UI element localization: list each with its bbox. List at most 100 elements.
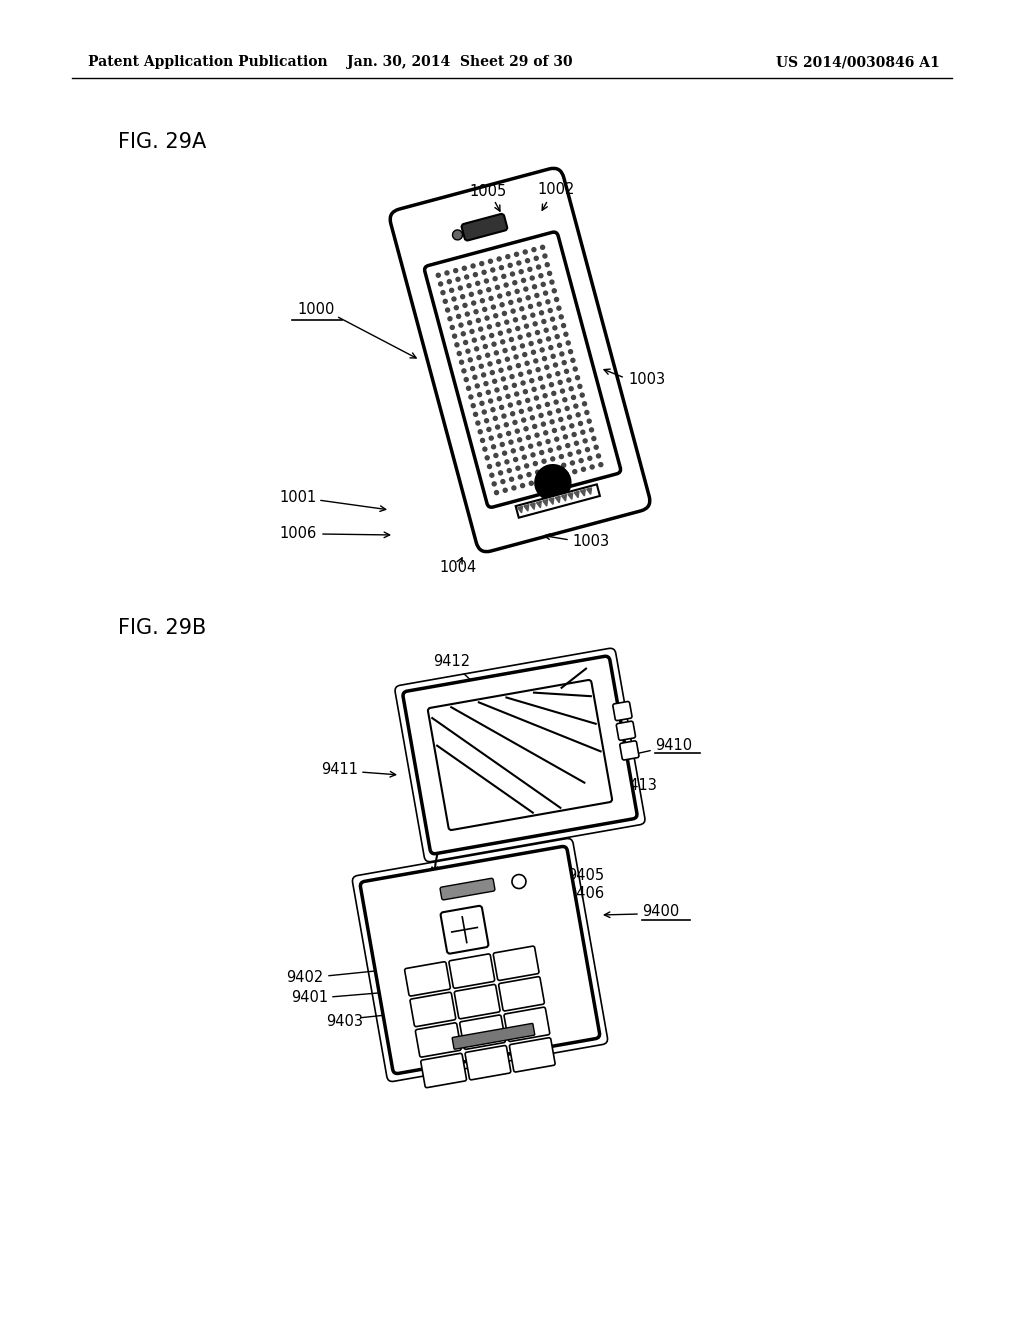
Polygon shape bbox=[574, 491, 579, 498]
Circle shape bbox=[554, 400, 558, 404]
Circle shape bbox=[546, 300, 550, 304]
Circle shape bbox=[498, 434, 502, 438]
Polygon shape bbox=[561, 495, 566, 502]
Circle shape bbox=[539, 376, 543, 380]
Circle shape bbox=[531, 453, 535, 457]
Circle shape bbox=[494, 277, 497, 281]
Polygon shape bbox=[587, 488, 592, 494]
Circle shape bbox=[579, 421, 583, 425]
Circle shape bbox=[475, 384, 479, 388]
Text: US 2014/0030846 A1: US 2014/0030846 A1 bbox=[776, 55, 940, 69]
Circle shape bbox=[476, 281, 479, 285]
Circle shape bbox=[483, 447, 486, 451]
Circle shape bbox=[586, 447, 590, 451]
Circle shape bbox=[497, 462, 500, 466]
Circle shape bbox=[517, 401, 521, 405]
Circle shape bbox=[555, 437, 559, 441]
Circle shape bbox=[527, 370, 531, 374]
Circle shape bbox=[520, 446, 524, 450]
Circle shape bbox=[464, 378, 468, 381]
Circle shape bbox=[507, 469, 511, 473]
Circle shape bbox=[447, 317, 452, 321]
Text: FIG. 29B: FIG. 29B bbox=[118, 618, 206, 638]
Circle shape bbox=[495, 351, 499, 355]
Circle shape bbox=[500, 405, 504, 409]
Circle shape bbox=[564, 473, 568, 477]
Circle shape bbox=[559, 417, 563, 421]
Circle shape bbox=[544, 292, 548, 296]
Polygon shape bbox=[537, 502, 542, 508]
Circle shape bbox=[457, 314, 461, 318]
Circle shape bbox=[481, 374, 485, 378]
Circle shape bbox=[560, 352, 564, 356]
Circle shape bbox=[577, 450, 581, 454]
Circle shape bbox=[479, 364, 483, 368]
Circle shape bbox=[510, 478, 514, 482]
Circle shape bbox=[508, 403, 512, 407]
Circle shape bbox=[458, 351, 461, 355]
Circle shape bbox=[521, 381, 525, 385]
Circle shape bbox=[532, 387, 537, 391]
Circle shape bbox=[511, 309, 515, 313]
Circle shape bbox=[475, 347, 478, 351]
Circle shape bbox=[507, 432, 511, 436]
Circle shape bbox=[535, 396, 539, 400]
Circle shape bbox=[545, 467, 548, 473]
Circle shape bbox=[543, 356, 547, 360]
Circle shape bbox=[597, 454, 600, 458]
Circle shape bbox=[485, 354, 489, 358]
Circle shape bbox=[461, 294, 465, 298]
Circle shape bbox=[590, 465, 594, 469]
Circle shape bbox=[487, 465, 492, 469]
Circle shape bbox=[548, 272, 552, 276]
Circle shape bbox=[498, 294, 502, 298]
Circle shape bbox=[513, 281, 517, 285]
Circle shape bbox=[559, 315, 563, 319]
Circle shape bbox=[493, 482, 497, 486]
Circle shape bbox=[506, 255, 510, 259]
Circle shape bbox=[554, 363, 557, 367]
Circle shape bbox=[529, 342, 534, 346]
Circle shape bbox=[486, 428, 490, 432]
Circle shape bbox=[511, 272, 514, 276]
Circle shape bbox=[521, 279, 525, 282]
FancyBboxPatch shape bbox=[390, 169, 650, 552]
Circle shape bbox=[585, 411, 589, 414]
Circle shape bbox=[581, 430, 585, 434]
Circle shape bbox=[515, 429, 519, 433]
Circle shape bbox=[511, 412, 515, 416]
FancyBboxPatch shape bbox=[404, 962, 451, 997]
Circle shape bbox=[476, 421, 480, 425]
Circle shape bbox=[488, 362, 492, 366]
Circle shape bbox=[471, 367, 474, 371]
Circle shape bbox=[543, 253, 547, 257]
Circle shape bbox=[555, 474, 559, 478]
Text: 9401: 9401 bbox=[292, 990, 329, 1006]
Circle shape bbox=[538, 442, 542, 446]
Circle shape bbox=[526, 296, 530, 300]
Circle shape bbox=[489, 436, 494, 440]
Circle shape bbox=[566, 444, 569, 447]
Circle shape bbox=[485, 315, 489, 321]
Circle shape bbox=[571, 396, 575, 400]
Circle shape bbox=[571, 358, 574, 362]
Circle shape bbox=[516, 466, 520, 470]
Circle shape bbox=[519, 269, 523, 273]
Circle shape bbox=[472, 301, 476, 305]
Circle shape bbox=[561, 323, 565, 327]
Circle shape bbox=[499, 368, 503, 372]
Text: Jan. 30, 2014  Sheet 29 of 30: Jan. 30, 2014 Sheet 29 of 30 bbox=[347, 55, 572, 69]
Circle shape bbox=[548, 411, 552, 414]
Circle shape bbox=[530, 416, 535, 420]
Circle shape bbox=[486, 288, 490, 292]
Circle shape bbox=[552, 392, 556, 396]
Text: 9402: 9402 bbox=[287, 970, 324, 986]
Circle shape bbox=[463, 304, 467, 308]
Circle shape bbox=[489, 473, 494, 478]
Circle shape bbox=[462, 368, 466, 372]
Circle shape bbox=[563, 434, 567, 438]
Circle shape bbox=[523, 389, 527, 393]
Circle shape bbox=[540, 348, 544, 352]
Circle shape bbox=[551, 354, 555, 358]
Circle shape bbox=[549, 346, 553, 350]
